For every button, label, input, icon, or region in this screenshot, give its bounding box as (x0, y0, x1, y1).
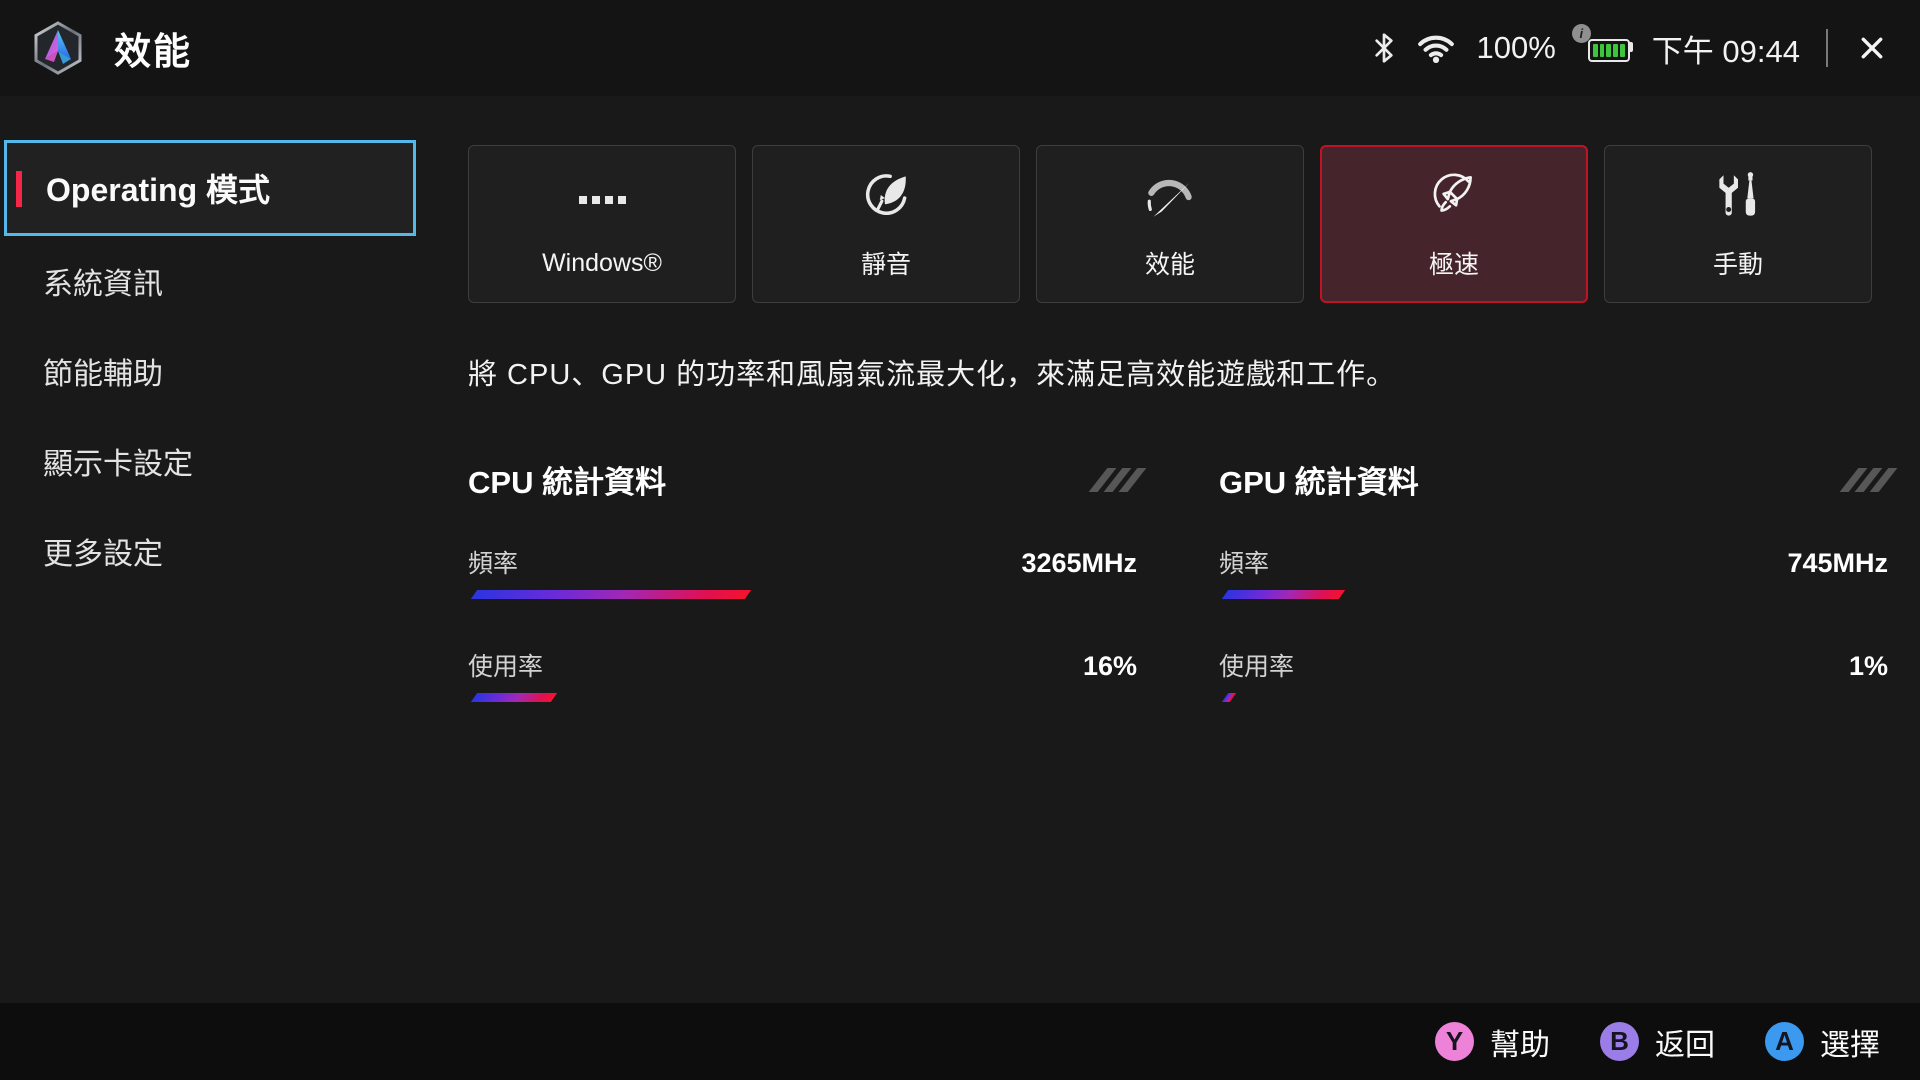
mode-card-windows[interactable]: Windows® (468, 145, 736, 303)
cpu-frequency-label: 頻率 (468, 550, 519, 578)
hazard-stripes-icon (1839, 467, 1898, 492)
gamepad-hint-bar: Y 幫助 B 返回 A 選擇 (0, 1003, 1920, 1080)
wifi-icon (1417, 33, 1455, 63)
gpu-usage-value: 1% (1848, 651, 1888, 681)
cpu-usage-value: 16% (1082, 651, 1137, 681)
gpu-stats-title: GPU 統計資料 (1219, 465, 1419, 500)
mode-label: 手動 (1712, 251, 1763, 279)
divider (1826, 29, 1828, 67)
mode-card-manual[interactable]: 手動 (1604, 145, 1872, 303)
cpu-usage-label: 使用率 (468, 653, 544, 681)
gpu-stats-section: GPU 統計資料 頻率 745MHz 使用率 1% (1219, 457, 1898, 702)
clock: 下午 09:44 (1651, 33, 1800, 69)
hazard-stripes-icon (1088, 467, 1147, 492)
sidebar-item-label: 顯示卡設定 (43, 448, 193, 481)
windows-grid-icon (578, 171, 626, 229)
top-bar: 效能 100% i 下午 09:44 (0, 0, 1920, 96)
back-label: 返回 (1655, 1028, 1715, 1062)
status-area: 100% i 下午 09:44 (1373, 24, 1891, 71)
main-area: Operating 模式 系統資訊 節能輔助 顯示卡設定 更多設定 Window… (0, 96, 1920, 702)
help-button[interactable]: Y 幫助 (1435, 1020, 1550, 1064)
a-button-icon: A (1765, 1022, 1804, 1061)
sidebar-item-operating-mode[interactable]: Operating 模式 (4, 140, 416, 236)
mode-card-turbo[interactable]: 極速 (1320, 145, 1588, 303)
mode-card-silent[interactable]: 靜音 (752, 145, 1020, 303)
select-button[interactable]: A 選擇 (1765, 1020, 1880, 1064)
gpu-usage-bar (1221, 693, 1237, 702)
b-button-icon: B (1600, 1022, 1639, 1061)
sidebar-item-gpu-settings[interactable]: 顯示卡設定 (0, 416, 440, 506)
gpu-frequency-bar (1221, 590, 1346, 599)
sidebar-item-label: 更多設定 (43, 538, 163, 571)
armoury-crate-logo-icon (30, 20, 86, 76)
gpu-usage-label: 使用率 (1219, 653, 1295, 681)
help-label: 幫助 (1490, 1028, 1550, 1062)
bluetooth-icon (1373, 32, 1395, 64)
cpu-frequency-bar (470, 590, 752, 599)
sidebar-item-system-info[interactable]: 系統資訊 (0, 236, 440, 326)
mode-label: Windows® (542, 248, 662, 277)
selected-accent-bar (16, 171, 22, 207)
sidebar-item-label: Operating 模式 (46, 172, 271, 208)
turbo-rocket-icon (1425, 167, 1483, 225)
page-title: 效能 (114, 31, 192, 72)
gpu-frequency-label: 頻率 (1219, 550, 1270, 578)
mode-label: 效能 (1144, 251, 1195, 279)
select-label: 選擇 (1820, 1028, 1880, 1062)
sidebar-item-label: 系統資訊 (43, 268, 163, 301)
silent-gauge-leaf-icon (857, 167, 915, 225)
content-area: Windows® 靜音 (468, 96, 1898, 702)
performance-gauge-icon (1141, 167, 1199, 225)
manual-tools-icon (1709, 167, 1767, 225)
battery-icon: i (1571, 24, 1633, 63)
sidebar: Operating 模式 系統資訊 節能輔助 顯示卡設定 更多設定 (0, 96, 440, 702)
mode-description: 將 CPU、GPU 的功率和風扇氣流最大化，來滿足高效能遊戲和工作。 (468, 359, 1397, 391)
stats-area: CPU 統計資料 頻率 3265MHz 使用率 16% GPU 統計資料 (468, 457, 1898, 702)
back-button[interactable]: B 返回 (1600, 1020, 1715, 1064)
gpu-frequency-value: 745MHz (1787, 548, 1888, 578)
sidebar-item-power-saving[interactable]: 節能輔助 (0, 326, 440, 416)
cpu-usage-bar (470, 693, 558, 702)
cpu-stats-section: CPU 統計資料 頻率 3265MHz 使用率 16% (468, 457, 1147, 702)
sidebar-item-label: 節能輔助 (43, 358, 163, 391)
mode-card-performance[interactable]: 效能 (1036, 145, 1304, 303)
y-button-icon: Y (1435, 1022, 1474, 1061)
close-icon[interactable] (1854, 30, 1890, 66)
battery-info-badge: i (1571, 24, 1591, 43)
cpu-stats-title: CPU 統計資料 (468, 465, 667, 500)
mode-label: 靜音 (860, 251, 911, 279)
sidebar-item-more-settings[interactable]: 更多設定 (0, 506, 440, 596)
cpu-frequency-value: 3265MHz (1021, 548, 1137, 578)
mode-label: 極速 (1428, 251, 1479, 279)
battery-percent: 100% (1476, 30, 1556, 65)
operating-mode-cards: Windows® 靜音 (468, 145, 1888, 303)
